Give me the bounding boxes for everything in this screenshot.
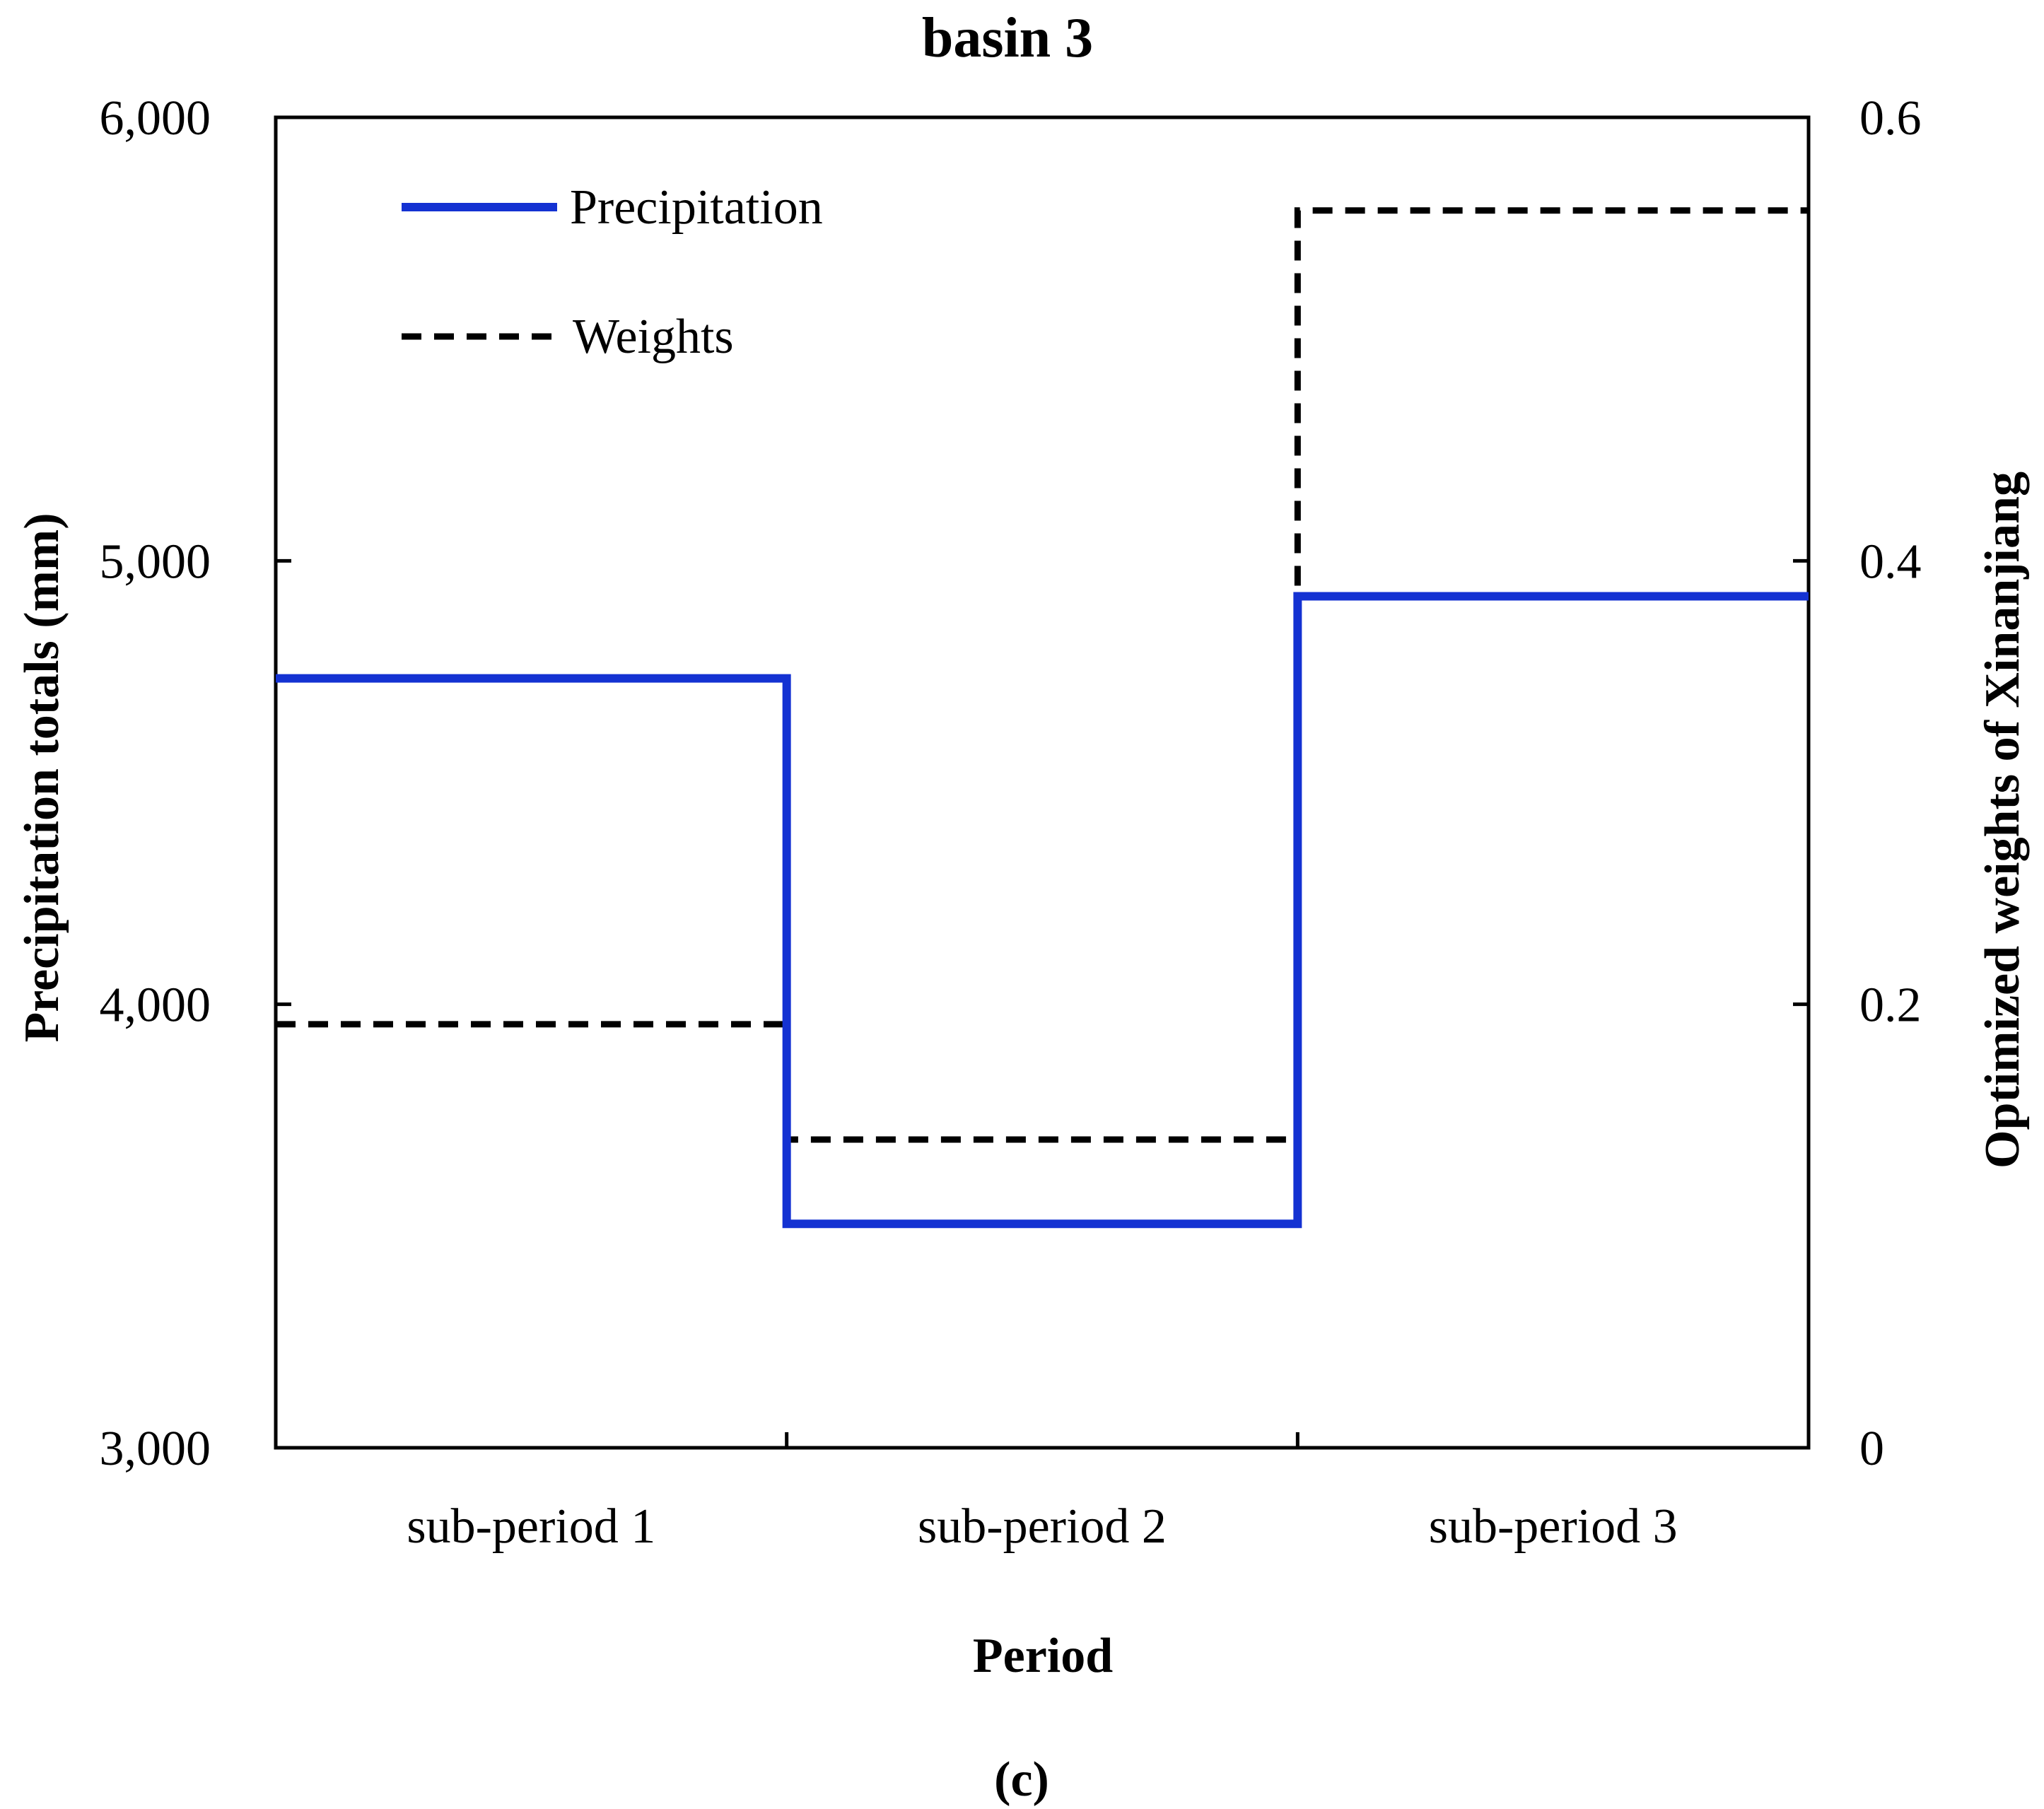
left-axis-ticks: 3,000 4,000 5,000 6,000: [100, 91, 291, 1476]
right-tick-label: 0: [1859, 1422, 1884, 1476]
right-tick-label: 0.4: [1859, 534, 1922, 589]
left-tick-label: 3,000: [100, 1422, 211, 1476]
x-tick-label: sub-period 1: [407, 1499, 655, 1554]
x-axis-title: Period: [973, 1629, 1113, 1683]
left-tick-label: 6,000: [100, 91, 211, 146]
right-tick-label: 0.2: [1859, 978, 1922, 1033]
series-line-weights: [276, 207, 1809, 1143]
right-axis-ticks: 0 0.2 0.4 0.6: [1793, 91, 1922, 1476]
figure-caption: (c): [994, 1752, 1049, 1807]
chart-title: basin 3: [922, 7, 1093, 69]
plot-area-frame: [274, 115, 1811, 1450]
left-tick-label: 5,000: [100, 534, 211, 589]
series-layer: [276, 207, 1809, 1229]
right-tick-label: 0.6: [1859, 91, 1922, 146]
x-tick-label: sub-period 3: [1429, 1499, 1678, 1554]
y-axis-left-title: Precipitation totals (mm): [15, 513, 69, 1042]
x-axis-ticks: sub-period 1 sub-period 2 sub-period 3: [407, 1432, 1678, 1554]
series-line-precipitation: [276, 592, 1809, 1229]
left-tick-label: 4,000: [100, 978, 211, 1033]
x-tick-label: sub-period 2: [918, 1499, 1167, 1554]
y-axis-right-title: Optimized weights of Xinanjiang: [1975, 472, 2030, 1169]
legend: Precipitation Weights: [402, 180, 823, 364]
legend-label-weights: Weights: [573, 310, 734, 364]
legend-label-precipitation: Precipitation: [570, 180, 823, 235]
